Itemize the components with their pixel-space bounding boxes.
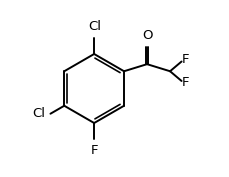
Text: F: F <box>182 76 189 89</box>
Text: Cl: Cl <box>88 20 101 33</box>
Text: F: F <box>90 144 98 157</box>
Text: O: O <box>142 29 152 42</box>
Text: Cl: Cl <box>33 107 46 120</box>
Text: F: F <box>182 53 189 66</box>
